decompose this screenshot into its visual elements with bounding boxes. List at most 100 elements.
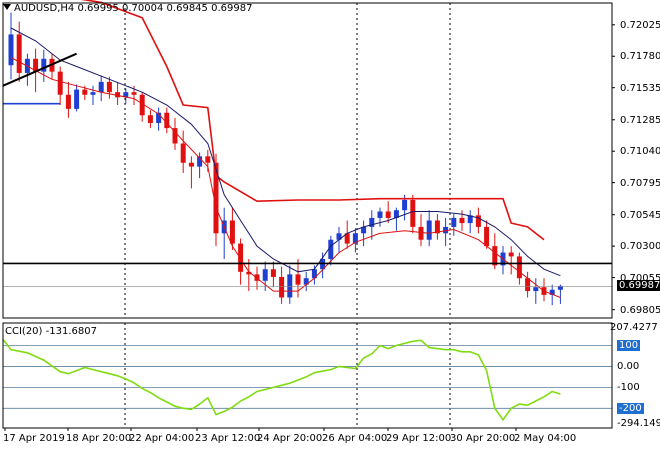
price-tick-label: 0.70300: [620, 241, 660, 253]
candle-body: [352, 233, 358, 244]
candle-body: [270, 269, 276, 277]
candle-body: [525, 278, 531, 292]
trend-line: [2, 52, 77, 87]
candle-body: [205, 156, 211, 163]
candle-body: [508, 252, 514, 257]
candle-body: [492, 246, 498, 266]
cci-window-border: [2, 322, 613, 429]
candle-body: [90, 92, 96, 95]
candle-body: [279, 276, 285, 298]
candle-body: [246, 271, 252, 275]
candle-body: [147, 115, 153, 123]
time-tick-label: 17 Apr 2019: [3, 433, 65, 444]
candle-body: [106, 81, 112, 93]
candle-body: [82, 89, 88, 95]
candle-body: [328, 239, 334, 259]
cci-title: CCI(20): [5, 326, 43, 337]
price-tick-label: 0.69805: [620, 304, 660, 316]
candle-body: [434, 220, 440, 234]
price-tick-label: 0.72025: [620, 19, 660, 31]
middle-band-line: [10, 27, 561, 277]
candle-body: [98, 81, 104, 93]
candle-body: [57, 71, 63, 95]
chart-info: AUDUSD,H4 0.69995 0.70004 0.69845 0.6998…: [3, 3, 252, 14]
candle-body: [533, 287, 539, 292]
candle-body: [369, 217, 375, 227]
candle-body: [172, 128, 178, 144]
candle-body: [41, 58, 47, 72]
cci-min-label: -294.1497: [617, 418, 660, 429]
price-tick-label: 0.70545: [620, 209, 660, 221]
cci-tick-label: 0.00: [617, 361, 640, 373]
time-tick-label: 23 Apr 12:00: [195, 433, 261, 444]
candle-body: [16, 34, 22, 73]
cci-indicator: [2, 338, 612, 422]
candle-body: [180, 143, 186, 163]
candle-body: [344, 233, 350, 244]
cci-line: [2, 338, 561, 422]
candle-body: [213, 162, 219, 234]
cci-label: CCI(20) -131.6807: [5, 326, 97, 337]
time-tick-label: 30 Apr 20:00: [450, 433, 516, 444]
candle-body: [164, 112, 170, 129]
candle-body: [393, 210, 399, 218]
candle-body: [229, 220, 235, 244]
candle-body: [156, 112, 162, 123]
cci-max-label: 207.4277: [610, 322, 658, 333]
upper-band-line: [80, 0, 545, 241]
candle-body: [188, 162, 194, 167]
candle-body: [557, 285, 563, 290]
candle-body: [262, 269, 268, 281]
lower-band-line: [10, 57, 561, 298]
candle-body: [516, 256, 522, 279]
candle-body: [459, 217, 465, 224]
candle-body: [484, 226, 490, 247]
candle-body: [33, 58, 39, 72]
time-tick-label: 26 Apr 04:00: [322, 433, 388, 444]
candle-body: [238, 243, 244, 272]
candle-body: [475, 215, 481, 227]
candle-body: [311, 269, 317, 279]
candle-body: [426, 220, 432, 240]
candle-body: [361, 226, 367, 234]
candle-body: [123, 92, 129, 98]
candle-body: [451, 217, 457, 227]
candle-body: [418, 226, 424, 240]
time-tick-label: 18 Apr 20:00: [66, 433, 132, 444]
candle-body: [65, 94, 71, 109]
time-tick-label: 24 Apr 20:00: [257, 433, 323, 444]
main-chart-border: [2, 2, 613, 319]
price-tick-label: 0.71040: [620, 146, 660, 158]
candle-body: [295, 274, 301, 285]
candle-body: [115, 92, 121, 98]
price-tick-label: 0.71780: [620, 51, 660, 63]
candle-body: [336, 233, 342, 240]
current-price-box: 0.69987: [617, 280, 660, 292]
ohlc-values: 0.69995 0.70004 0.69845 0.69987: [77, 3, 253, 14]
price-tick-label: 0.70795: [620, 177, 660, 189]
time-tick-label: 22 Apr 04:00: [129, 433, 195, 444]
candle-body: [8, 34, 14, 66]
cci-tick-label: -200: [617, 403, 644, 415]
price-tick-label: 0.71535: [620, 82, 660, 94]
symbol-label: AUDUSD,H4: [14, 3, 75, 14]
candlesticks: [8, 12, 563, 306]
candle-body: [385, 211, 391, 218]
candle-body: [402, 199, 408, 211]
time-tick-label: 2 May 04:00: [514, 433, 577, 444]
collapse-triangle-icon[interactable]: [3, 4, 11, 10]
candle-body: [254, 274, 260, 281]
candle-body: [287, 274, 293, 298]
price-tick-label: 0.71285: [620, 114, 660, 126]
candle-body: [303, 278, 309, 285]
price-tick-label: 0.70055: [620, 272, 660, 284]
candle-body: [410, 199, 416, 227]
candle-body: [443, 226, 449, 234]
candle-body: [74, 89, 80, 109]
candle-body: [197, 156, 203, 167]
chart-frames: [2, 2, 615, 431]
cci-value: -131.6807: [45, 326, 97, 337]
candle-body: [139, 94, 145, 116]
candle-body: [467, 215, 473, 224]
